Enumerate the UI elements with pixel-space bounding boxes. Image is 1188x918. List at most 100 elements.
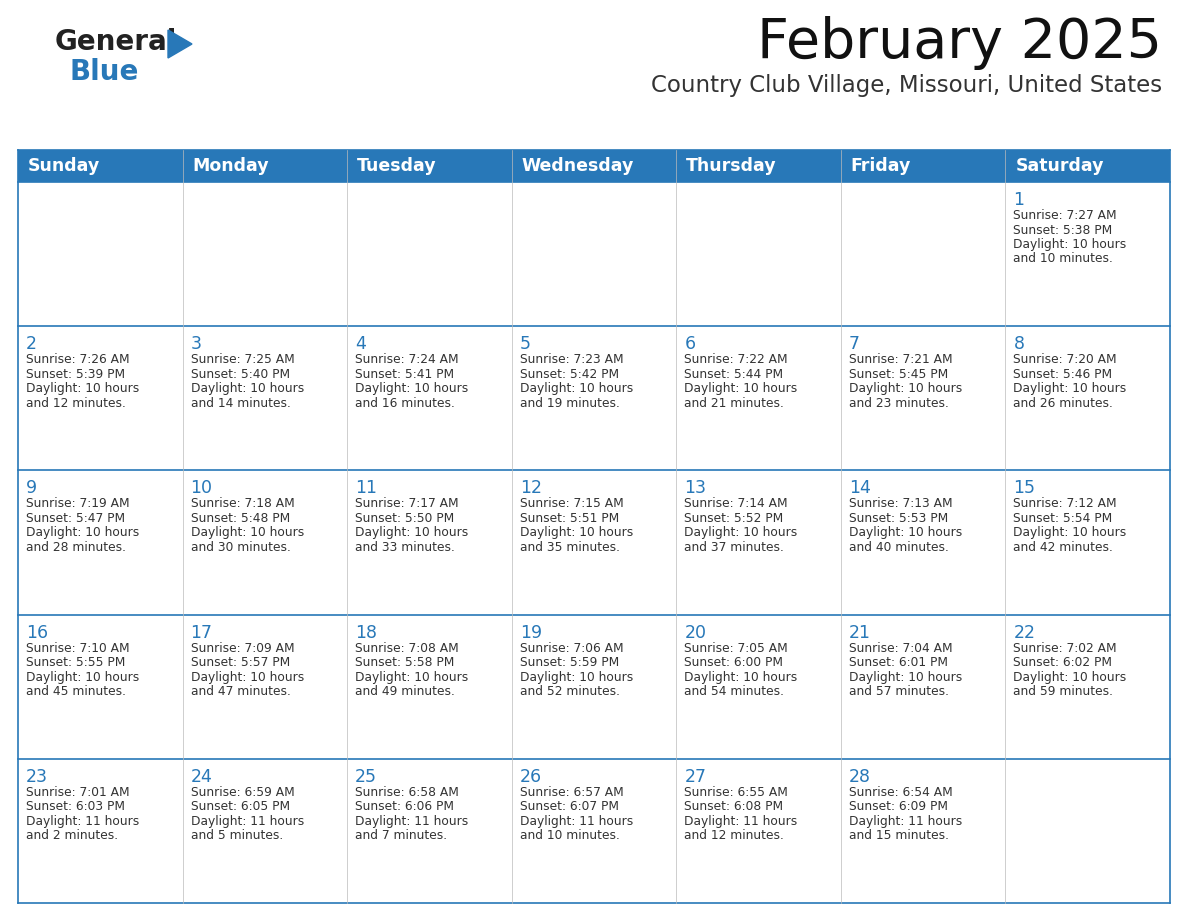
Text: Daylight: 10 hours: Daylight: 10 hours: [190, 671, 304, 684]
Bar: [1005, 614, 1170, 759]
Bar: [183, 470, 347, 614]
Polygon shape: [168, 30, 192, 58]
Bar: [183, 614, 347, 759]
Text: Sunrise: 7:09 AM: Sunrise: 7:09 AM: [190, 642, 295, 655]
Text: and 23 minutes.: and 23 minutes.: [849, 397, 949, 409]
Text: Sunrise: 7:12 AM: Sunrise: 7:12 AM: [1013, 498, 1117, 510]
Text: Daylight: 11 hours: Daylight: 11 hours: [26, 815, 139, 828]
Text: Sunrise: 7:27 AM: Sunrise: 7:27 AM: [1013, 209, 1117, 222]
Text: 4: 4: [355, 335, 366, 353]
Bar: [512, 182, 676, 326]
Bar: [183, 326, 347, 470]
Text: Sunrise: 7:13 AM: Sunrise: 7:13 AM: [849, 498, 953, 510]
Text: and 57 minutes.: and 57 minutes.: [849, 685, 949, 698]
Text: 13: 13: [684, 479, 707, 498]
Text: Sunrise: 7:26 AM: Sunrise: 7:26 AM: [26, 353, 129, 366]
Text: Sunrise: 7:05 AM: Sunrise: 7:05 AM: [684, 642, 788, 655]
Text: and 15 minutes.: and 15 minutes.: [849, 829, 949, 843]
Text: Sunrise: 6:55 AM: Sunrise: 6:55 AM: [684, 786, 788, 799]
Text: 25: 25: [355, 767, 377, 786]
Bar: [18, 150, 1170, 182]
Text: Daylight: 11 hours: Daylight: 11 hours: [849, 815, 962, 828]
Bar: [841, 614, 1005, 759]
Text: 8: 8: [1013, 335, 1024, 353]
Text: Sunrise: 7:14 AM: Sunrise: 7:14 AM: [684, 498, 788, 510]
Text: Sunrise: 7:04 AM: Sunrise: 7:04 AM: [849, 642, 953, 655]
Text: Sunrise: 6:54 AM: Sunrise: 6:54 AM: [849, 786, 953, 799]
Text: and 12 minutes.: and 12 minutes.: [26, 397, 126, 409]
Text: and 5 minutes.: and 5 minutes.: [190, 829, 283, 843]
Text: Sunset: 6:07 PM: Sunset: 6:07 PM: [519, 800, 619, 813]
Text: and 47 minutes.: and 47 minutes.: [190, 685, 290, 698]
Text: Daylight: 11 hours: Daylight: 11 hours: [355, 815, 468, 828]
Text: Daylight: 11 hours: Daylight: 11 hours: [190, 815, 304, 828]
Text: Daylight: 10 hours: Daylight: 10 hours: [849, 526, 962, 540]
Text: 5: 5: [519, 335, 531, 353]
Text: Daylight: 10 hours: Daylight: 10 hours: [26, 671, 139, 684]
Text: Blue: Blue: [69, 58, 138, 86]
Text: 2: 2: [26, 335, 37, 353]
Bar: [18, 759, 183, 903]
Text: Thursday: Thursday: [687, 157, 777, 175]
Text: Sunrise: 7:06 AM: Sunrise: 7:06 AM: [519, 642, 624, 655]
Bar: [676, 614, 841, 759]
Bar: [841, 470, 1005, 614]
Text: Sunrise: 7:25 AM: Sunrise: 7:25 AM: [190, 353, 295, 366]
Text: 10: 10: [190, 479, 213, 498]
Bar: [1005, 182, 1170, 326]
Text: Sunset: 6:05 PM: Sunset: 6:05 PM: [190, 800, 290, 813]
Text: Daylight: 11 hours: Daylight: 11 hours: [519, 815, 633, 828]
Text: Sunrise: 7:02 AM: Sunrise: 7:02 AM: [1013, 642, 1117, 655]
Text: and 37 minutes.: and 37 minutes.: [684, 541, 784, 554]
Text: 19: 19: [519, 623, 542, 642]
Text: Sunrise: 7:10 AM: Sunrise: 7:10 AM: [26, 642, 129, 655]
Text: Sunrise: 6:59 AM: Sunrise: 6:59 AM: [190, 786, 295, 799]
Bar: [347, 759, 512, 903]
Text: 3: 3: [190, 335, 202, 353]
Text: Daylight: 10 hours: Daylight: 10 hours: [355, 382, 468, 396]
Text: Sunrise: 7:15 AM: Sunrise: 7:15 AM: [519, 498, 624, 510]
Text: and 12 minutes.: and 12 minutes.: [684, 829, 784, 843]
Text: Sunrise: 7:22 AM: Sunrise: 7:22 AM: [684, 353, 788, 366]
Bar: [18, 614, 183, 759]
Text: and 42 minutes.: and 42 minutes.: [1013, 541, 1113, 554]
Bar: [183, 182, 347, 326]
Text: and 40 minutes.: and 40 minutes.: [849, 541, 949, 554]
Text: 21: 21: [849, 623, 871, 642]
Text: 22: 22: [1013, 623, 1036, 642]
Bar: [347, 326, 512, 470]
Text: Daylight: 10 hours: Daylight: 10 hours: [684, 526, 797, 540]
Text: Daylight: 10 hours: Daylight: 10 hours: [519, 382, 633, 396]
Text: Sunrise: 7:21 AM: Sunrise: 7:21 AM: [849, 353, 953, 366]
Text: Daylight: 10 hours: Daylight: 10 hours: [1013, 382, 1126, 396]
Bar: [1005, 759, 1170, 903]
Text: Daylight: 10 hours: Daylight: 10 hours: [1013, 671, 1126, 684]
Text: Sunset: 6:09 PM: Sunset: 6:09 PM: [849, 800, 948, 813]
Bar: [841, 326, 1005, 470]
Text: Sunset: 5:59 PM: Sunset: 5:59 PM: [519, 656, 619, 669]
Text: Daylight: 10 hours: Daylight: 10 hours: [1013, 238, 1126, 251]
Text: Sunset: 5:38 PM: Sunset: 5:38 PM: [1013, 223, 1113, 237]
Text: Sunrise: 6:58 AM: Sunrise: 6:58 AM: [355, 786, 459, 799]
Bar: [841, 182, 1005, 326]
Text: and 21 minutes.: and 21 minutes.: [684, 397, 784, 409]
Bar: [512, 326, 676, 470]
Text: Sunrise: 7:17 AM: Sunrise: 7:17 AM: [355, 498, 459, 510]
Text: Sunrise: 7:19 AM: Sunrise: 7:19 AM: [26, 498, 129, 510]
Text: Sunset: 5:39 PM: Sunset: 5:39 PM: [26, 368, 125, 381]
Bar: [512, 759, 676, 903]
Text: 28: 28: [849, 767, 871, 786]
Text: 26: 26: [519, 767, 542, 786]
Text: Monday: Monday: [192, 157, 270, 175]
Text: and 52 minutes.: and 52 minutes.: [519, 685, 620, 698]
Text: and 28 minutes.: and 28 minutes.: [26, 541, 126, 554]
Text: and 26 minutes.: and 26 minutes.: [1013, 397, 1113, 409]
Bar: [347, 470, 512, 614]
Text: Daylight: 10 hours: Daylight: 10 hours: [355, 526, 468, 540]
Text: Daylight: 10 hours: Daylight: 10 hours: [849, 382, 962, 396]
Text: Daylight: 10 hours: Daylight: 10 hours: [190, 526, 304, 540]
Text: Sunset: 5:54 PM: Sunset: 5:54 PM: [1013, 512, 1113, 525]
Text: Sunrise: 6:57 AM: Sunrise: 6:57 AM: [519, 786, 624, 799]
Text: and 59 minutes.: and 59 minutes.: [1013, 685, 1113, 698]
Text: Saturday: Saturday: [1016, 157, 1104, 175]
